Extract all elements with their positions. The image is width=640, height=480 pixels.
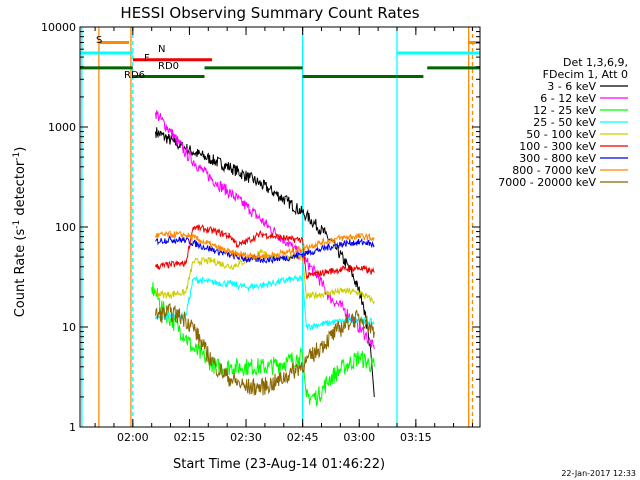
footer-date: 22-Jan-2017 12:33 <box>561 469 636 478</box>
y-tick-label-2: 100 <box>55 221 76 234</box>
status-label-rd6: RD6 <box>124 70 145 81</box>
legend-header-line1: Det 1,3,6,9, <box>563 56 628 69</box>
status-label-f: F <box>144 53 150 64</box>
legend-label-0: 3 - 6 keV <box>547 80 596 93</box>
axes: 1 10 100 1000 10000 02:00 02:15 02:30 02:45 03:00… <box>41 21 480 444</box>
x-tick-label-0: 02:00 <box>117 431 149 444</box>
legend-label-1: 6 - 12 keV <box>540 92 596 105</box>
legend-label-7: 800 - 7000 keV <box>512 164 596 177</box>
y-tick-label-0: 1 <box>69 421 76 434</box>
legend-header-line2: FDecim 1, Att 0 <box>543 68 628 81</box>
legend-label-5: 100 - 300 keV <box>519 140 596 153</box>
series-line-0 <box>155 127 375 397</box>
x-axis-label: Start Time (23-Aug-14 01:46:22) <box>173 457 385 472</box>
chart-title: HESSI Observing Summary Count Rates <box>120 4 419 22</box>
x-tick-label-1: 02:15 <box>174 431 206 444</box>
series-line-2 <box>151 282 375 407</box>
y-tick-label-3: 1000 <box>48 121 76 134</box>
status-label-s: S <box>96 35 102 46</box>
series-line-8 <box>155 303 375 396</box>
status-label-rd0: RD0 <box>158 61 179 72</box>
series-line-1 <box>155 110 375 350</box>
series-line-4 <box>155 248 375 306</box>
x-tick-label-4: 03:00 <box>343 431 375 444</box>
x-tick-label-2: 02:30 <box>230 431 262 444</box>
legend-label-3: 25 - 50 keV <box>533 116 596 129</box>
y-tick-label-4: 10000 <box>41 21 76 34</box>
status-bars <box>80 40 480 78</box>
series-line-7 <box>155 229 375 261</box>
x-tick-label-3: 02:45 <box>287 431 319 444</box>
legend-label-6: 300 - 800 keV <box>519 152 596 165</box>
legend-label-4: 50 - 100 keV <box>526 128 596 141</box>
y-axis-label: Count Rate (s-1 detector-1) <box>12 147 28 318</box>
legend-label-8: 7000 - 20000 keV <box>498 176 596 189</box>
series-line-6 <box>155 234 375 265</box>
y-tick-label-1: 10 <box>62 321 76 334</box>
legend: Det 1,3,6,9, FDecim 1, Att 0 3 - 6 keV6 … <box>498 56 628 189</box>
status-label-n: N <box>158 44 165 55</box>
x-tick-label-5: 03:15 <box>400 431 432 444</box>
series-group <box>151 110 375 407</box>
legend-label-2: 12 - 25 keV <box>533 104 596 117</box>
